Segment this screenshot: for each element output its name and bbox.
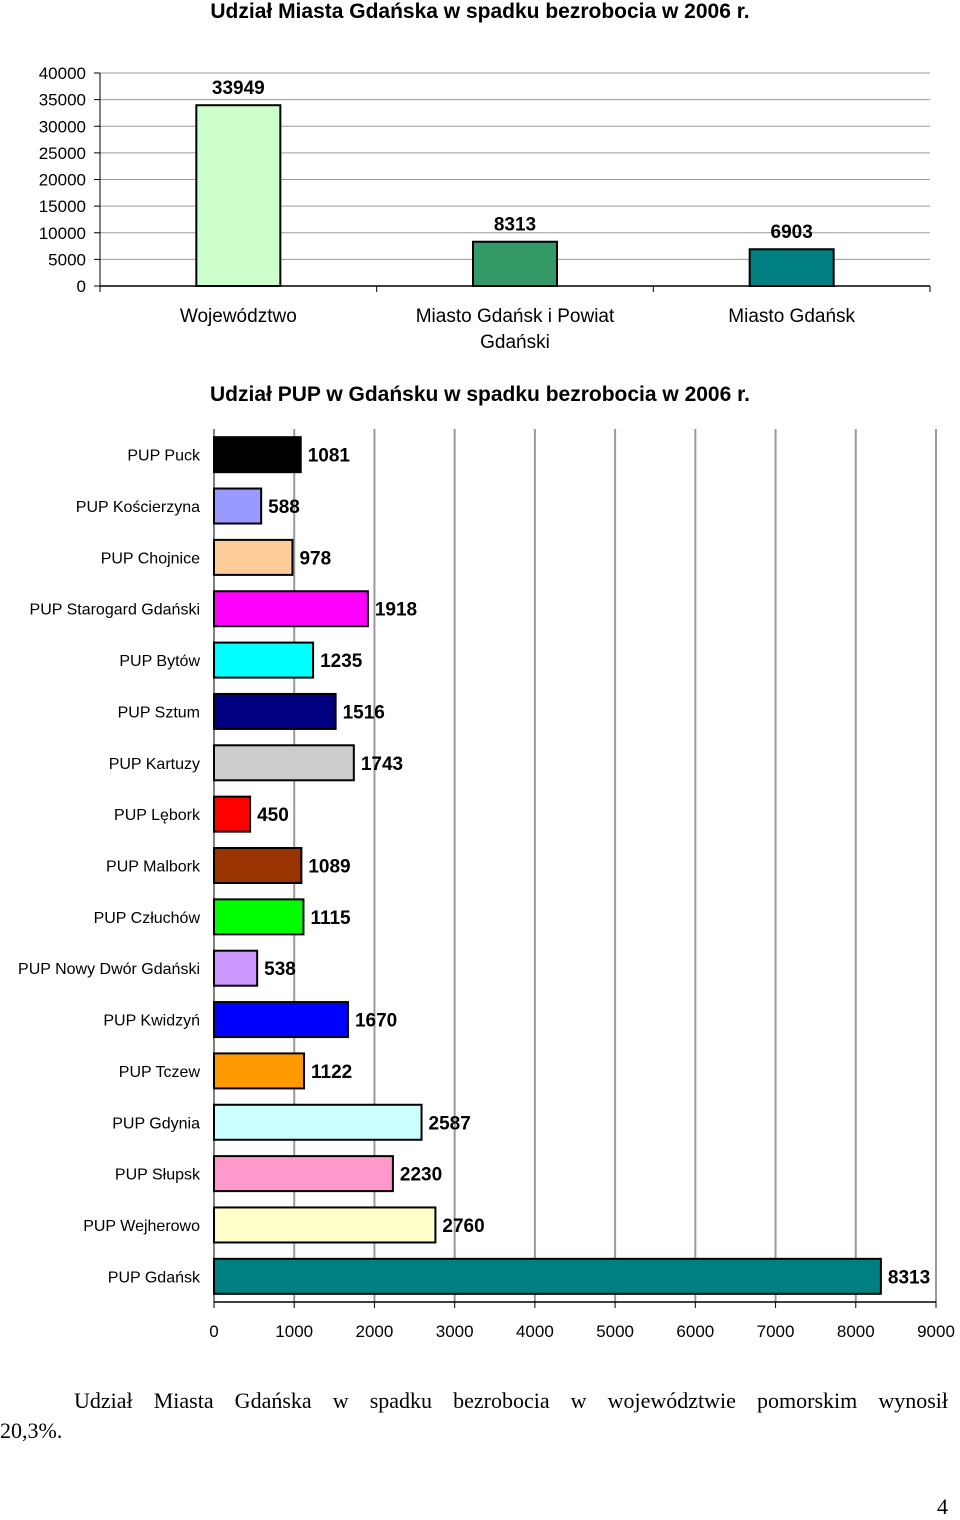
bar-12 [213,1052,306,1090]
y-tick-label-5: 25000 [39,144,86,163]
category-label-3: PUP Starogard Gdański [30,602,200,619]
x-tick-label-7: 7000 [757,1322,795,1341]
summary-line-1: Udział Miasta Gdańska w spadku bezroboci… [74,1388,948,1413]
bar-14 [213,1155,394,1193]
data-label-4: 1235 [320,651,363,672]
category-label-6: PUP Kartuzy [109,756,200,773]
x-tick-label-1: 1000 [275,1322,313,1341]
x-tick-label-2: 2000 [356,1322,394,1341]
category-label-0: PUP Puck [127,448,201,465]
data-label-11: 1670 [355,1011,397,1032]
bar-1 [472,240,558,287]
summary-line-2: 20,3%. [0,1418,63,1443]
category-label-16: PUP Gdańsk [108,1269,201,1286]
y-tick-label-1: 5000 [48,250,86,269]
category-label-2: PUP Chojnice [101,550,200,567]
data-label-15: 2760 [442,1216,484,1237]
category-label-15: PUP Wejherowo [83,1218,200,1235]
bar-15 [213,1206,437,1244]
chart1-vertical-bar-chart: 0 5000 10000 15000 20000 25000 30000 35000 40000… [39,64,931,353]
data-label-5: 1516 [343,702,385,723]
category-label-1-line-0: Miasto Gdańsk i Powiat [416,306,615,327]
bar-6 [213,744,355,782]
data-label-7: 450 [257,805,289,826]
data-label-1: 588 [268,497,300,518]
category-label-12: PUP Tczew [119,1064,201,1081]
y-tick-label-2: 10000 [39,224,86,243]
y-tick-label-4: 20000 [39,171,86,190]
category-label-1-line-1: Gdański [480,332,550,353]
data-label-14: 2230 [400,1165,442,1186]
x-tick-label-5: 5000 [596,1322,634,1341]
x-tick-label-3: 3000 [436,1322,474,1341]
data-label-6: 1743 [361,754,403,775]
x-tick-label-0: 0 [209,1322,218,1341]
category-label-0: Województwo [180,306,297,327]
bar-13 [213,1103,423,1141]
category-label-1: PUP Kościerzyna [76,499,200,516]
y-tick-label-3: 15000 [39,197,86,216]
category-label-4: PUP Bytów [119,653,200,670]
bar-0 [195,104,282,287]
y-tick-label-8: 40000 [39,64,86,83]
y-tick-label-0: 0 [77,277,86,296]
bar-2 [213,538,294,576]
category-label-8: PUP Malbork [106,859,201,876]
bar-2 [748,248,835,288]
x-tick-label-6: 6000 [676,1322,714,1341]
bar-4 [213,641,315,679]
category-label-10: PUP Nowy Dwór Gdański [18,961,200,978]
category-label-2: Miasto Gdańsk [728,306,855,327]
category-label-7: PUP Lębork [114,807,201,824]
x-tick-label-9: 9000 [917,1322,955,1341]
data-label-1: 8313 [494,215,536,236]
data-label-2: 6903 [771,222,813,243]
bar-9 [213,898,305,936]
data-label-12: 1122 [311,1062,352,1083]
data-label-8: 1089 [308,857,350,878]
category-label-5: PUP Sztum [118,704,200,721]
data-label-0: 33949 [212,78,265,99]
bar-3 [213,590,369,628]
chart2-title: Udział PUP w Gdańsku w spadku bezrobocia… [210,383,750,406]
bar-0 [213,436,302,474]
data-label-2: 978 [299,548,331,569]
data-label-0: 1081 [308,446,351,467]
x-tick-label-8: 8000 [837,1322,875,1341]
data-label-9: 1115 [310,908,351,929]
bar-1 [213,487,263,525]
bar-16 [213,1257,882,1295]
data-label-13: 2587 [429,1113,471,1134]
category-label-14: PUP Słupsk [115,1167,201,1184]
chart2-horizontal-bar-chart: 0 1000 2000 3000 4000 5000 6000 7000 8000 9000 108… [18,429,955,1341]
data-label-10: 538 [264,959,296,980]
category-label-13: PUP Gdynia [112,1115,200,1132]
data-label-3: 1918 [375,600,417,621]
bar-11 [213,1001,349,1039]
data-label-16: 8313 [888,1267,930,1288]
bar-7 [213,795,252,833]
summary-paragraph: Udział Miasta Gdańska w spadku bezroboci… [0,1386,948,1446]
y-tick-label-7: 35000 [39,91,86,110]
y-tick-label-6: 30000 [39,117,86,136]
bar-10 [213,949,259,987]
category-label-9: PUP Człuchów [94,910,201,927]
bar-8 [213,847,303,884]
chart1-title: Udział Miasta Gdańska w spadku bezroboci… [210,0,750,23]
bar-5 [213,692,337,730]
x-tick-label-4: 4000 [516,1322,554,1341]
category-label-11: PUP Kwidzyń [103,1013,200,1030]
page-number: 4 [937,1494,948,1519]
